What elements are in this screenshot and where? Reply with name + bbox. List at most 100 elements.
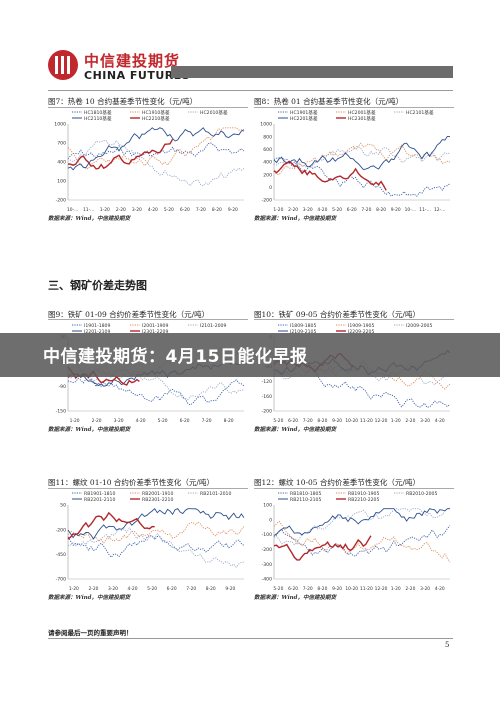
legend-entry: HC2110基差	[84, 115, 112, 122]
series-line	[273, 535, 372, 561]
x-tick-label: 12-20	[375, 418, 388, 424]
y-tick-label: -100	[262, 532, 273, 538]
y-tick-label: 800	[263, 134, 272, 140]
figure-source: 数据来源：Wind，中信建投期货	[48, 427, 131, 433]
legend-entry: HC2101基差	[406, 109, 434, 116]
x-tick-label: 12-20	[375, 586, 388, 592]
legend-entry: I2209-2205	[348, 329, 374, 335]
x-tick-label: 10-20	[345, 418, 358, 424]
figure-source: 数据来源：Wind，中信建投期货	[48, 216, 131, 222]
y-tick-label: -300	[262, 562, 273, 568]
x-tick-label: 3-20	[114, 418, 124, 424]
legend-entry: HC1901基差	[290, 109, 318, 116]
x-tick-label: 5-20	[164, 207, 174, 213]
y-tick-label: -700	[56, 577, 67, 583]
x-tick-label: 11-…	[83, 207, 95, 213]
x-tick-label: 7-20	[303, 418, 313, 424]
series-line	[67, 139, 245, 187]
x-tick-label: 2-20	[92, 418, 102, 424]
y-tick-label: 200	[263, 172, 272, 178]
x-tick-label: 11-20	[360, 586, 373, 592]
legend-entry: RB2301-2210	[142, 497, 173, 503]
chart-plot: RB1810-1805 RB1910-1905 RB2010-2005 RB2110-…	[262, 491, 451, 592]
y-tick-label: 1000	[54, 122, 66, 128]
legend-entry: I2101-2009	[200, 323, 226, 329]
legend-entry: RB1810-1805	[290, 491, 321, 497]
legend-entry: RB1901-1810	[84, 491, 115, 497]
y-tick-label: -150	[56, 409, 67, 415]
y-tick-label: -200	[262, 198, 273, 204]
series-line	[67, 521, 245, 545]
header-rule	[48, 90, 453, 91]
figure-source: 数据来源：Wind，中信建投期货	[254, 216, 337, 222]
chart-plot: HC1810基差 HC1910基差 HC2010基差 HC2110基差 HC2210基差…	[54, 109, 245, 213]
x-tick-label: 1-20	[69, 586, 79, 592]
x-tick-label: 10-…	[405, 207, 417, 213]
legend-entry: HC2301基差	[348, 115, 376, 122]
chart-plot: HC1901基差 HC2001基差 HC2101基差 HC2201基差 HC2301基差…	[260, 109, 451, 213]
x-tick-label: 3-20	[132, 207, 142, 213]
x-tick-label: 1-20	[391, 586, 401, 592]
x-tick-label: 9-20	[391, 207, 401, 213]
x-tick-label: 8-20	[317, 418, 327, 424]
legend-entry: RB2210-2205	[348, 497, 379, 503]
logo-en-text: CHINA FUTURES	[84, 69, 191, 82]
x-tick-label: 6-20	[347, 207, 357, 213]
figure-source: 数据来源：Wind，中信建投期货	[254, 595, 337, 601]
x-tick-label: 3-20	[108, 586, 118, 592]
x-tick-label: 5-20	[158, 418, 168, 424]
headline-banner-text[interactable]: 中信建投期货：4月15日能化早报	[43, 347, 308, 367]
x-tick-label: 10-20	[345, 586, 358, 592]
x-tick-label: 2-20	[116, 207, 126, 213]
x-tick-label: 2-20	[405, 418, 415, 424]
x-tick-label: 9-20	[225, 586, 235, 592]
series-line	[273, 508, 450, 536]
legend-entry: HC2010基差	[200, 109, 228, 116]
x-tick-label: 5-20	[273, 586, 283, 592]
series-line	[273, 142, 451, 176]
legend-entry: I1909-1905	[348, 323, 374, 329]
x-tick-label: 11-…	[419, 207, 431, 213]
x-tick-label: 4-20	[317, 207, 327, 213]
series-line	[273, 145, 451, 169]
x-tick-label: 3-20	[420, 586, 430, 592]
y-tick-label: -160	[262, 394, 273, 400]
x-tick-label: 2-20	[405, 586, 415, 592]
figure-title: 图12：螺纹 10-05 合约价差季节性变化（元/吨）	[254, 478, 420, 487]
logo-cn-text: 中信建投期货	[84, 52, 181, 70]
x-tick-label: 2-20	[288, 207, 298, 213]
series-line	[273, 135, 450, 170]
footer-rule	[48, 638, 453, 639]
x-tick-label: 9-20	[228, 207, 238, 213]
y-tick-label: -200	[56, 527, 67, 533]
legend-entry: I2009-2005	[406, 323, 432, 329]
chart-figure-fig8: 图8：热卷 01 合约基差季节性变化（元/吨） HC1901基差 HC2001基差 H…	[254, 96, 454, 222]
x-tick-label: 7-20	[202, 418, 212, 424]
figure-rule	[254, 488, 454, 489]
y-tick-label: -200	[56, 198, 67, 204]
y-tick-label: -90	[58, 384, 66, 390]
x-tick-label: 9-20	[332, 586, 342, 592]
x-tick-label: 6-20	[288, 418, 298, 424]
legend-entry: HC1810基差	[84, 109, 112, 116]
legend-entry: RB1910-1905	[348, 491, 379, 497]
x-tick-label: 6-20	[288, 586, 298, 592]
legend-entry: I1809-1805	[290, 323, 316, 329]
series-line	[273, 525, 451, 557]
x-tick-label: 3-20	[420, 418, 430, 424]
y-tick-label: -200	[262, 547, 273, 553]
y-tick-label: 100	[263, 503, 272, 509]
header-bar	[171, 66, 453, 78]
x-tick-label: 2-20	[88, 586, 98, 592]
series-line	[67, 127, 245, 171]
series-line	[273, 520, 451, 563]
legend-entry: HC2001基差	[348, 109, 376, 116]
series-line	[67, 534, 245, 559]
series-line	[67, 377, 245, 406]
x-tick-label: 7-20	[196, 207, 206, 213]
report-header: 中信建投期货 CHINA FUTURES	[48, 44, 453, 92]
figure-title: 图11：螺纹 01-10 合约价差季节性变化（元/吨）	[48, 478, 214, 487]
series-line	[67, 358, 245, 401]
chart-figure-fig7: 图7：热卷 10 合约基差季节性变化（元/吨） HC1810基差 HC1910基差 H…	[48, 96, 248, 222]
series-line	[273, 508, 450, 546]
